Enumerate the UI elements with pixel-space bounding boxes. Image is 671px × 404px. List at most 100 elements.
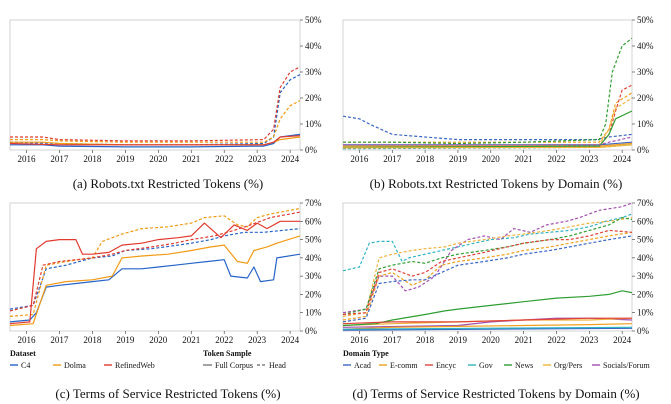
- y-tick-label: 50%: [637, 235, 654, 245]
- legend-domain-type: Domain Type Acad E-comm Encyc Gov News Org/Per…: [343, 349, 650, 370]
- series-line-news-solid: [343, 290, 632, 327]
- y-tick-label: 50%: [305, 235, 322, 245]
- x-tick-label: 2018: [416, 154, 435, 164]
- y-tick-label: 30%: [305, 271, 322, 281]
- chart-a: 0% 10% 20% 30% 40% 50% 2016 2017 2018 2019 2020 202…: [9, 15, 322, 191]
- series-line-gov-solid: [343, 326, 632, 330]
- chart-b: 0% 10% 20% 30% 40% 50% 2016 2017 2018 2019 2020 202…: [342, 15, 654, 191]
- series-line-e-comm-solid: [343, 323, 632, 330]
- y-tick-label: 20%: [305, 93, 322, 103]
- x-tick-label: 2023: [248, 335, 267, 345]
- x-tick-label: 2021: [515, 154, 533, 164]
- legend-label: Gov: [479, 361, 493, 370]
- x-tick-label: 2019: [116, 335, 135, 345]
- chart-title: (a) Robots.txt Restricted Tokens (%): [73, 176, 264, 191]
- series-line-c4-dashed: [10, 228, 300, 310]
- x-tick-label: 2020: [482, 335, 501, 345]
- series-line-refinedweb-dashed: [10, 211, 300, 312]
- plot-frame: [342, 202, 633, 332]
- series-line-org-pers-dashed: [343, 97, 632, 147]
- y-tick-label: 60%: [305, 216, 322, 226]
- y-tick-label: 70%: [637, 198, 654, 208]
- x-tick-label: 2020: [149, 335, 168, 345]
- series-line-dolma-dashed: [10, 100, 300, 143]
- chart-title: (b) Robots.txt Restricted Tokens by Doma…: [370, 176, 623, 191]
- x-tick-label: 2018: [416, 335, 435, 345]
- y-tick-label: 40%: [305, 253, 322, 263]
- series-line-refinedweb-solid: [10, 220, 300, 325]
- legend-label: Org/Pers: [554, 361, 582, 370]
- x-tick-label: 2022: [215, 335, 233, 345]
- x-tick-label: 2019: [116, 154, 135, 164]
- y-tick-label: 10%: [637, 119, 654, 129]
- series-line-refinedweb-dashed: [10, 66, 300, 142]
- series-line-org-pers-dashed: [343, 217, 632, 317]
- y-tick-label: 10%: [637, 308, 654, 318]
- series-line-encyc-solid: [343, 317, 632, 325]
- x-tick-label: 2020: [149, 154, 168, 164]
- x-tick-label: 2024: [281, 335, 300, 345]
- series-line-acad-solid: [343, 327, 632, 331]
- legend-label: E-comm: [390, 361, 418, 370]
- series-line-news-dashed: [343, 217, 632, 316]
- x-tick-label: 2023: [248, 154, 267, 164]
- series-line-dolma-dashed: [10, 207, 300, 317]
- chart-d: 0% 10% 20% 30% 40% 50% 60% 70% 2016 2017 2018 2019 2…: [342, 198, 654, 401]
- y-tick-label: 60%: [637, 216, 654, 226]
- x-tick-label: 2017: [383, 335, 402, 345]
- y-tick-label: 20%: [637, 289, 654, 299]
- series-line-refinedweb-solid: [10, 135, 300, 146]
- series-group: [343, 202, 632, 331]
- y-tick-label: 50%: [305, 15, 322, 25]
- series-line-encyc-dashed: [343, 229, 632, 316]
- series-line-news-solid: [343, 110, 632, 148]
- x-tick-label: 2018: [83, 335, 102, 345]
- series-group: [10, 66, 300, 148]
- chart-title: (d) Terms of Service Restricted Tokens b…: [352, 386, 639, 401]
- y-tick-label: 10%: [305, 308, 322, 318]
- legend-title: Dataset: [10, 349, 36, 358]
- x-tick-label: 2018: [83, 154, 102, 164]
- series-group: [343, 37, 632, 150]
- plot-frame: [342, 19, 633, 151]
- x-tick-label: 2016: [17, 335, 36, 345]
- plot-frame: [9, 19, 301, 151]
- x-tick-label: 2019: [449, 335, 468, 345]
- series-line-org-pers-solid: [343, 144, 632, 149]
- y-tick-label: 0%: [637, 145, 650, 155]
- x-tick-label: 2024: [613, 154, 632, 164]
- series-line-news-dashed: [343, 37, 632, 145]
- series-line-socials-forum-dashed: [343, 202, 632, 314]
- y-tick-label: 70%: [305, 198, 322, 208]
- x-tick-label: 2016: [350, 154, 369, 164]
- legend-label: RefinedWeb: [115, 361, 155, 370]
- legend-label: C4: [21, 361, 30, 370]
- legend-label: Head: [269, 361, 286, 370]
- y-tick-label: 0%: [305, 145, 318, 155]
- x-tick-label: 2022: [215, 154, 233, 164]
- legend-label: Encyc: [436, 361, 456, 370]
- x-tick-label: 2022: [547, 154, 565, 164]
- legend-title: Token Sample: [203, 349, 252, 358]
- x-tick-label: 2024: [281, 154, 300, 164]
- y-tick-label: 30%: [305, 67, 322, 77]
- legend-label: Dolma: [64, 361, 86, 370]
- x-tick-label: 2023: [580, 154, 599, 164]
- series-line-c4-dashed: [10, 74, 300, 146]
- x-tick-label: 2021: [515, 335, 533, 345]
- legend-label: Acad: [354, 361, 371, 370]
- y-tick-label: 20%: [305, 289, 322, 299]
- y-tick-label: 20%: [637, 93, 654, 103]
- x-tick-label: 2017: [383, 154, 402, 164]
- chart-title: (c) Terms of Service Restricted Tokens (…: [55, 386, 280, 401]
- series-group: [10, 207, 300, 327]
- x-tick-label: 2022: [547, 335, 565, 345]
- series-line-gov-dashed: [343, 213, 632, 272]
- x-tick-label: 2024: [613, 335, 632, 345]
- legend-title: Domain Type: [343, 349, 389, 358]
- series-line-dolma-solid: [10, 235, 300, 327]
- y-tick-label: 0%: [637, 326, 650, 336]
- plot-frame: [9, 202, 301, 332]
- series-line-acad-dashed: [343, 115, 632, 141]
